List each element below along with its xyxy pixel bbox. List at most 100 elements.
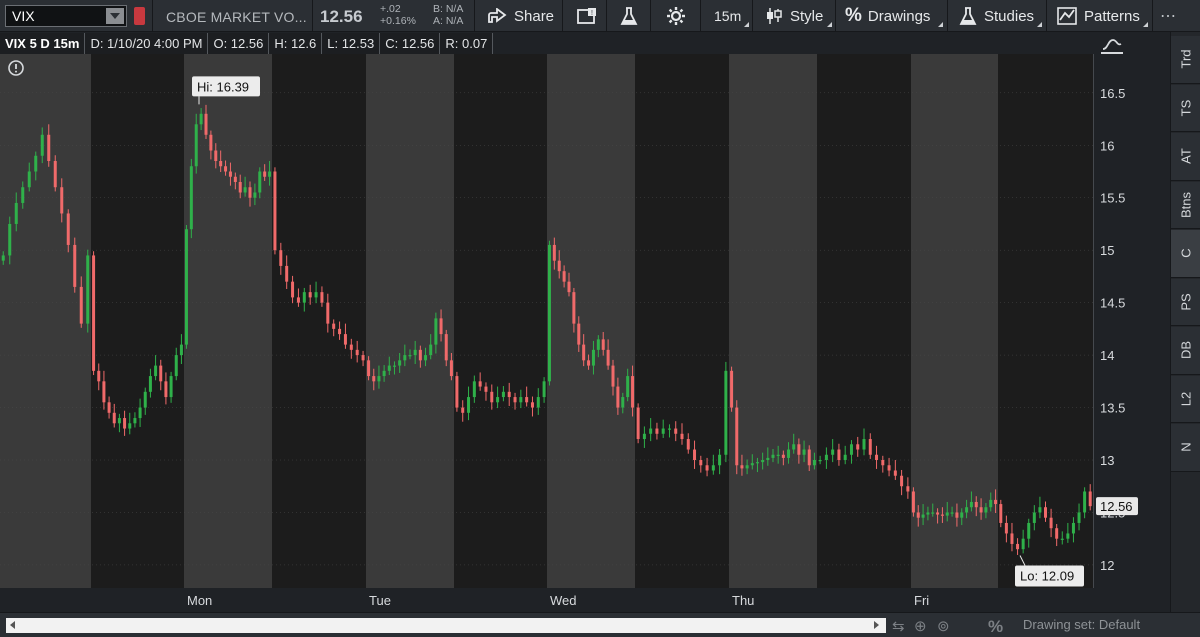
candle-body [467,397,471,413]
drawings-label: Drawings [867,7,931,25]
panel-tab-c[interactable]: C [1171,230,1200,278]
drawings-button[interactable]: % Drawings [845,0,930,32]
divider [562,0,563,32]
panel-tab-ts[interactable]: TS [1171,84,1200,132]
candle-body [338,328,342,335]
last-price-marker [1096,497,1138,516]
candle-body [674,428,678,434]
last-price: 12.56 [320,7,363,26]
y-tick-label: 12 [1100,558,1114,573]
chevron-down-icon [827,22,832,27]
drawing-set-label[interactable]: Drawing set: Default [1023,617,1141,632]
share-icon [488,8,507,23]
candle-body [66,213,70,245]
candle-body [418,349,422,361]
more-button[interactable]: ⋯ [1160,0,1176,32]
candle-body [107,402,111,413]
panel-tab-n[interactable]: N [1171,424,1200,472]
panel-tab-db[interactable]: DB [1171,327,1200,375]
candle-body [60,187,64,214]
flask-button[interactable] [620,0,645,32]
candle-body [194,124,198,167]
candle-body [636,407,640,440]
candle-body [718,454,722,466]
info-date: D: 1/10/20 4:00 PM [85,33,209,54]
candle-body [273,171,277,251]
panel-tab-ps[interactable]: PS [1171,278,1200,326]
candle-body [868,439,872,455]
panel-tab-label: Btns [1178,191,1193,218]
candle-body [501,391,505,398]
panel-tab-at[interactable]: AT [1171,133,1200,181]
panel-tab-l2[interactable]: L2 [1171,375,1200,423]
session-band [998,54,1093,588]
chevron-down-icon [1037,22,1042,27]
zoom-icon[interactable]: ⊚ [937,618,950,635]
session-band [272,54,366,588]
candle-body [740,465,744,469]
more-icon: ⋯ [1160,8,1176,25]
candle-body [792,444,796,450]
candle-body [547,244,551,382]
session-band [911,54,998,588]
candle-body [377,376,381,382]
candle-body [97,370,101,382]
candle-body [413,349,417,356]
candle-body [926,512,930,515]
chart-symbol-label[interactable]: VIX 5 D 15m [0,33,86,54]
drawing-set-icon[interactable]: % [988,617,1004,636]
candle-body [1066,533,1070,539]
candle-body [989,499,993,508]
candle-body [263,171,267,177]
grid-button[interactable]: ! [576,0,605,32]
style-button[interactable]: Style [765,0,823,32]
candle-body [557,260,561,272]
pan-icon[interactable]: ⇆ [892,618,905,635]
candle-body [308,292,312,298]
candle-body [429,344,433,356]
candle-body [209,134,213,151]
candle-body [916,512,920,518]
settings-button[interactable] [666,0,693,32]
candle-body [73,244,77,287]
share-button[interactable]: Share [487,0,554,32]
right-side-panel: Trd TS AT Btns C PS DB L2 N [1170,32,1200,612]
panel-tab-btns[interactable]: Btns [1171,181,1200,229]
y-tick-label: 13.5 [1100,401,1125,416]
patterns-label: Patterns [1084,7,1140,25]
alert-flag-icon[interactable] [134,7,145,25]
scroll-left-arrow-icon[interactable] [10,621,15,629]
candle-body [1010,533,1014,544]
crosshair-icon[interactable]: ⊕ [914,618,927,635]
patterns-button[interactable]: Patterns [1057,0,1140,32]
scroll-right-arrow-icon[interactable] [874,621,879,629]
time-axis: Mon Tue Wed Thu Fri [187,593,929,608]
symbol-dropdown-button[interactable] [106,8,124,24]
divider [152,0,153,32]
panel-tab-trd[interactable]: Trd [1171,36,1200,84]
timeframe-button[interactable]: 15m [714,0,741,32]
candle-body [606,349,610,366]
candle-body [179,344,183,356]
candle-body [291,281,295,298]
time-scrollbar-thumb[interactable] [18,621,868,630]
symbol-input[interactable]: VIX [5,5,127,27]
studies-toggle-icon[interactable] [1100,36,1124,56]
studies-button[interactable]: Studies [959,0,1034,32]
session-band [547,54,635,588]
session-band [729,54,817,588]
candle-body [693,449,697,461]
candle-body [434,318,438,345]
candle-body [730,370,734,408]
candle-body [326,302,330,324]
candle-body [875,454,879,461]
candle-body [148,376,152,392]
warning-icon[interactable] [8,60,24,76]
candle-body [53,161,57,188]
candle-body [164,381,168,398]
candle-body [849,444,853,455]
candle-body [398,360,402,366]
candle-body [449,360,453,377]
candle-body [133,418,137,424]
